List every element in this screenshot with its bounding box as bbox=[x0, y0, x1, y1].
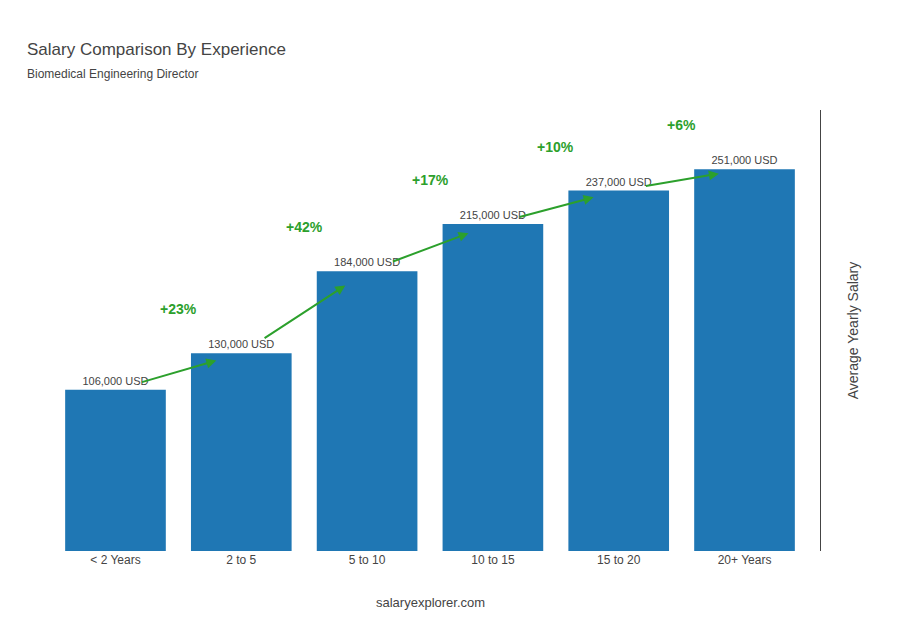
svg-text:106,000 USD: 106,000 USD bbox=[82, 375, 148, 387]
svg-text:15 to 20: 15 to 20 bbox=[597, 553, 641, 567]
svg-text:salaryexplorer.com: salaryexplorer.com bbox=[376, 595, 485, 610]
svg-text:2 to 5: 2 to 5 bbox=[226, 553, 256, 567]
svg-text:+42%: +42% bbox=[286, 219, 323, 235]
svg-text:10 to 15: 10 to 15 bbox=[471, 553, 515, 567]
svg-text:20+ Years: 20+ Years bbox=[718, 553, 772, 567]
svg-text:Biomedical Engineering Directo: Biomedical Engineering Director bbox=[27, 67, 198, 81]
svg-text:215,000 USD: 215,000 USD bbox=[460, 209, 526, 221]
svg-text:+17%: +17% bbox=[412, 172, 449, 188]
svg-text:251,000 USD: 251,000 USD bbox=[711, 154, 777, 166]
svg-text:+10%: +10% bbox=[537, 139, 574, 155]
svg-text:Average Yearly Salary: Average Yearly Salary bbox=[845, 262, 861, 400]
svg-text:+6%: +6% bbox=[667, 117, 696, 133]
svg-text:5 to 10: 5 to 10 bbox=[349, 553, 386, 567]
svg-text:184,000 USD: 184,000 USD bbox=[334, 256, 400, 268]
svg-text:< 2 Years: < 2 Years bbox=[90, 553, 140, 567]
svg-text:237,000 USD: 237,000 USD bbox=[586, 176, 652, 188]
svg-text:130,000 USD: 130,000 USD bbox=[208, 338, 274, 350]
svg-text:Salary Comparison By Experienc: Salary Comparison By Experience bbox=[27, 40, 286, 59]
svg-text:+23%: +23% bbox=[160, 301, 197, 317]
